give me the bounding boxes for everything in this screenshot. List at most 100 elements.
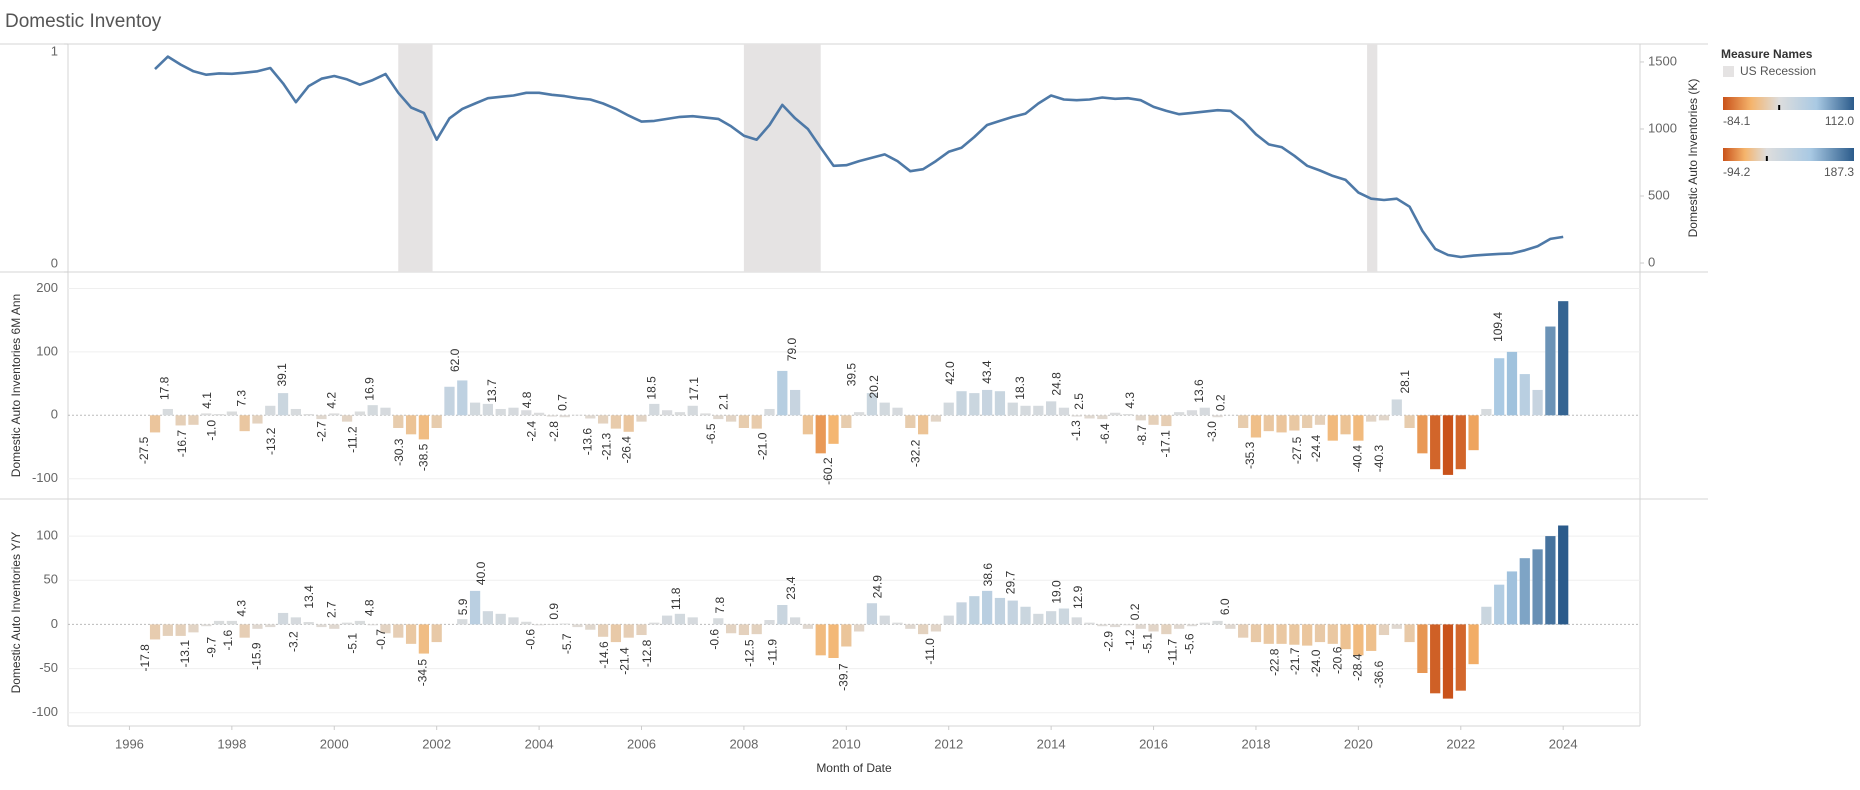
bar <box>1558 525 1568 624</box>
bar <box>931 415 941 421</box>
data-label: -13.2 <box>264 427 278 455</box>
color-ramp <box>1723 97 1854 110</box>
bar <box>688 617 698 624</box>
recession-band <box>744 44 821 272</box>
data-label: -22.8 <box>1268 648 1282 676</box>
data-label: 5.9 <box>456 598 470 615</box>
data-label: -8.7 <box>1135 425 1149 446</box>
bar <box>944 616 954 625</box>
bar <box>1417 415 1427 453</box>
y-axis-title: Domestic Auto Inventories Y/Y <box>9 532 23 694</box>
bar <box>662 616 672 625</box>
bar <box>278 393 288 415</box>
data-label: -3.2 <box>286 631 300 652</box>
bar <box>1558 301 1568 415</box>
bar <box>483 404 493 415</box>
data-label: -0.6 <box>707 629 721 650</box>
data-label: 109.4 <box>1491 312 1505 342</box>
data-label: 17.1 <box>687 377 701 401</box>
bar <box>393 624 403 637</box>
bar <box>496 409 506 415</box>
bar <box>1520 558 1530 624</box>
data-label: -6.4 <box>1098 423 1112 444</box>
data-label: 16.9 <box>362 377 376 401</box>
bar <box>176 415 186 425</box>
bar <box>521 410 531 415</box>
bar <box>572 624 582 627</box>
bar <box>1187 410 1197 415</box>
bar <box>969 596 979 624</box>
bar <box>547 624 557 625</box>
bar <box>1123 624 1133 625</box>
bar <box>1468 415 1478 450</box>
legend-title: Measure Names <box>1721 47 1813 61</box>
bar <box>419 624 429 653</box>
data-label: -13.6 <box>580 428 594 456</box>
data-label: -2.9 <box>1102 631 1116 652</box>
bar <box>188 624 198 632</box>
bar <box>777 605 787 624</box>
data-label: -0.6 <box>524 629 538 650</box>
bar <box>291 409 301 415</box>
data-label: 4.2 <box>324 392 338 409</box>
bar <box>752 415 762 428</box>
bar <box>291 617 301 624</box>
bar <box>1264 415 1274 431</box>
bar <box>432 624 442 642</box>
data-label: -15.9 <box>250 642 264 670</box>
bar <box>470 403 480 416</box>
bar <box>1353 415 1363 440</box>
data-label: -36.6 <box>1372 660 1386 688</box>
bar <box>726 415 736 421</box>
data-label: -12.5 <box>743 639 757 667</box>
bar <box>880 616 890 625</box>
data-label: -24.4 <box>1309 434 1323 462</box>
data-label: 24.8 <box>1049 372 1063 396</box>
bar <box>432 415 442 428</box>
bar <box>956 391 966 415</box>
y-tick-label: 0 <box>51 255 58 270</box>
data-label: -26.4 <box>619 436 633 464</box>
y-tick-label: 100 <box>36 343 58 358</box>
data-label: -2.4 <box>525 421 539 442</box>
bar <box>624 415 634 431</box>
bar <box>1238 624 1248 637</box>
bar <box>304 622 314 624</box>
bar <box>892 408 902 416</box>
bar <box>1097 624 1107 626</box>
data-label: 0.2 <box>1213 394 1227 411</box>
bar <box>560 624 570 625</box>
bar <box>624 624 634 637</box>
bar <box>918 415 928 434</box>
data-label: 11.8 <box>669 587 683 610</box>
bar <box>956 602 966 624</box>
bar <box>649 623 659 625</box>
bar <box>1481 409 1491 415</box>
y-tick-label: 100 <box>36 528 58 543</box>
bar <box>1161 624 1171 634</box>
data-label: 4.1 <box>200 392 214 409</box>
data-label: 7.8 <box>713 597 727 614</box>
data-label: 4.3 <box>234 600 248 617</box>
data-label: 23.4 <box>784 576 798 600</box>
bar <box>854 624 864 631</box>
bar <box>803 415 813 434</box>
data-label: 13.6 <box>1192 379 1206 403</box>
data-label: 24.9 <box>871 575 885 599</box>
bar <box>995 598 1005 624</box>
bar <box>1468 624 1478 664</box>
bar <box>764 620 774 624</box>
data-label: -30.3 <box>392 438 406 466</box>
bar <box>265 406 275 416</box>
bar <box>1097 415 1107 419</box>
bar <box>905 415 915 428</box>
bar <box>1046 401 1056 415</box>
bar <box>1174 624 1184 628</box>
data-label: -17.1 <box>1159 430 1173 458</box>
bar <box>675 614 685 625</box>
bar <box>406 624 416 643</box>
dashboard-title: Domestic Inventoy <box>5 11 162 32</box>
recession-band <box>398 44 432 272</box>
x-tick-label: 2002 <box>422 736 451 751</box>
